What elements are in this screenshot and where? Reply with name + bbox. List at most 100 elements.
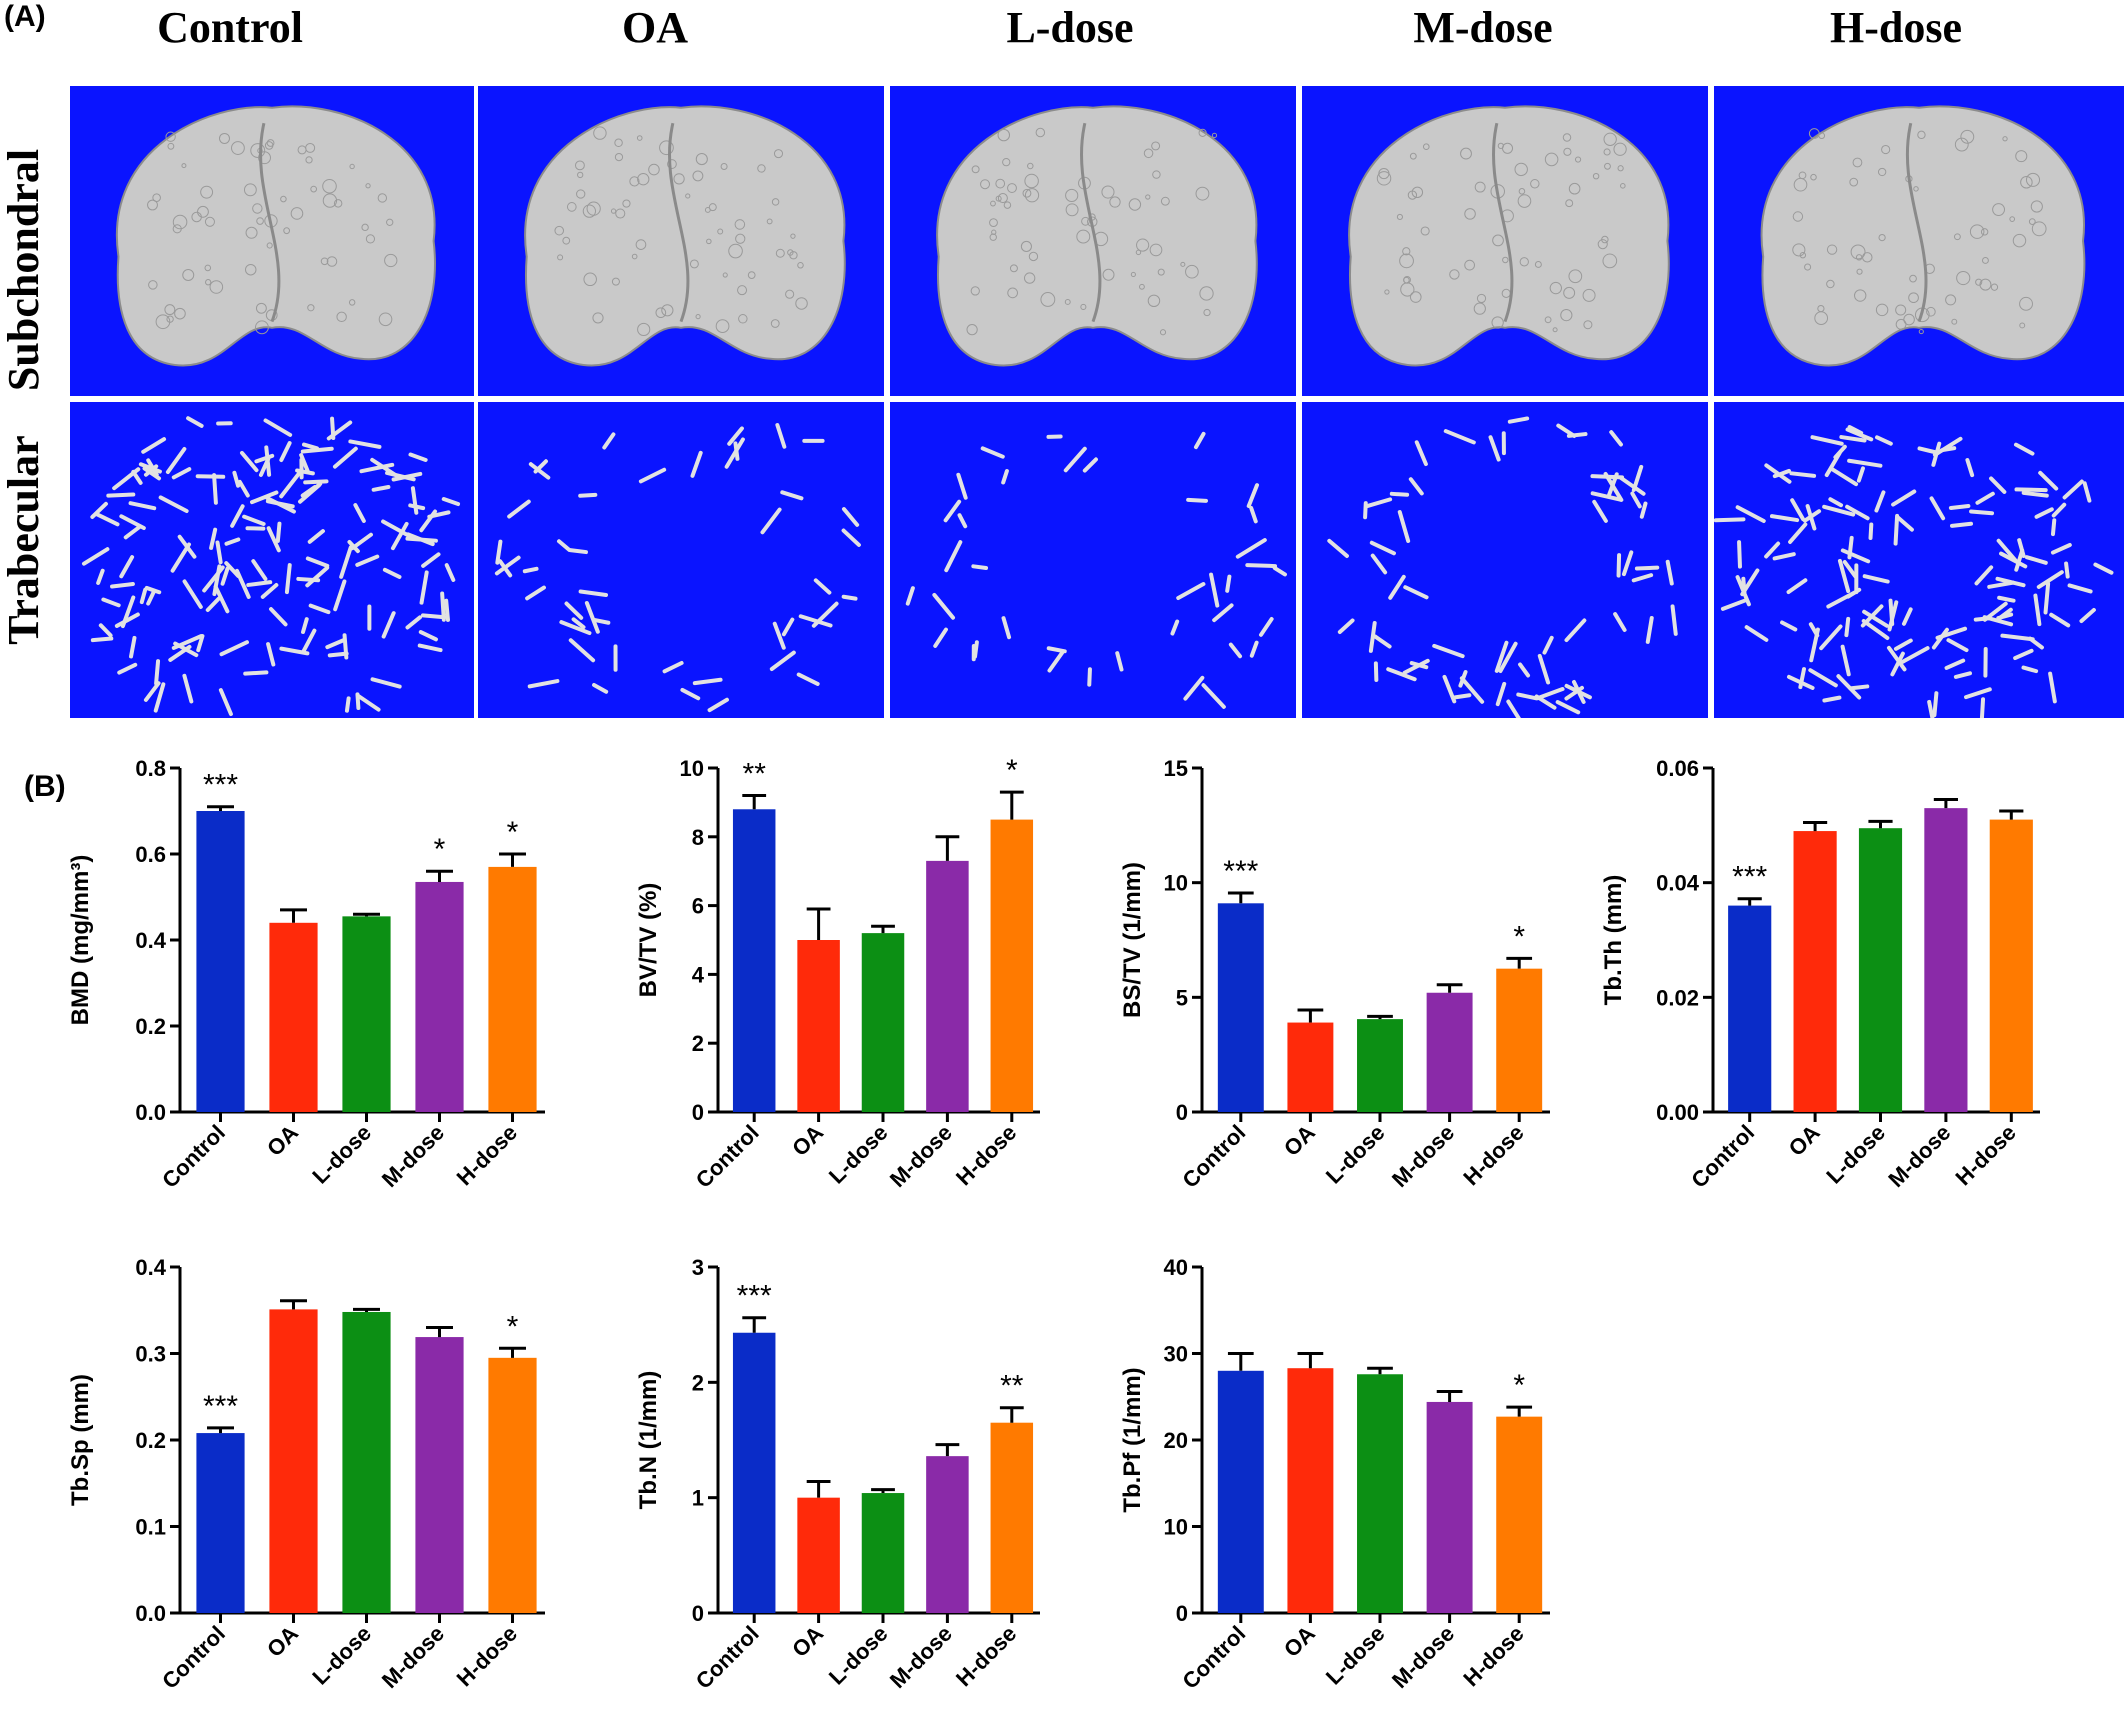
error-bar xyxy=(207,1426,234,1434)
bar-m-dose xyxy=(415,881,464,1112)
category-label: M-dose xyxy=(1883,1120,1955,1192)
significance-label: ** xyxy=(743,758,767,791)
category-label: H-dose xyxy=(452,1621,522,1691)
y-axis-label: Tb.Sp (mm) xyxy=(67,1374,94,1506)
y-tick-label: 5 xyxy=(1176,985,1188,1010)
error-bar xyxy=(280,908,307,923)
y-tick-label: 0.02 xyxy=(1656,985,1699,1010)
error-bar xyxy=(1436,1390,1463,1402)
category-label: Control xyxy=(157,1120,230,1193)
bar-l-dose xyxy=(861,1493,905,1613)
y-tick-label: 0.4 xyxy=(135,928,166,953)
error-bar xyxy=(426,1326,453,1338)
category-label: OA xyxy=(262,1120,303,1161)
category-label: H-dose xyxy=(452,1120,522,1190)
category-label: M-dose xyxy=(377,1621,449,1693)
y-tick-label: 2 xyxy=(692,1370,704,1395)
significance-label: *** xyxy=(1223,855,1258,888)
y-tick-label: 0.4 xyxy=(135,1255,166,1280)
y-tick-label: 0.6 xyxy=(135,842,166,867)
error-bar xyxy=(1506,956,1533,969)
bar-l-dose xyxy=(861,933,905,1112)
error-bar xyxy=(1868,819,1893,829)
error-bar xyxy=(353,912,380,917)
error-bar xyxy=(806,1480,831,1498)
category-label: H-dose xyxy=(1458,1621,1528,1691)
category-label: M-dose xyxy=(885,1120,957,1192)
y-tick-label: 0.04 xyxy=(1656,871,1700,896)
category-label: H-dose xyxy=(1950,1120,2020,1190)
bar-l-dose xyxy=(342,916,391,1112)
category-label: H-dose xyxy=(951,1120,1021,1190)
bar-m-dose xyxy=(1426,992,1473,1112)
y-tick-label: 1 xyxy=(692,1486,704,1511)
error-bar xyxy=(999,790,1024,820)
category-label: L-dose xyxy=(307,1120,376,1189)
bar-oa xyxy=(797,940,840,1112)
error-bar xyxy=(1297,1352,1324,1369)
y-tick-label: 0 xyxy=(1176,1100,1188,1125)
significance-label: *** xyxy=(1732,861,1767,894)
bar-h-dose xyxy=(1496,1416,1543,1613)
y-tick-label: 0 xyxy=(692,1601,704,1626)
error-bar xyxy=(499,852,526,867)
y-axis-label: BMD (mg/mm³) xyxy=(67,855,94,1026)
category-label: Control xyxy=(1177,1621,1250,1694)
y-axis-label: BV/TV (%) xyxy=(635,883,662,998)
error-bar xyxy=(426,869,453,882)
bar-l-dose xyxy=(1357,1019,1403,1112)
y-axis-label: BS/TV (1/mm) xyxy=(1119,862,1146,1018)
error-bar xyxy=(742,1316,767,1333)
error-bar xyxy=(806,907,831,940)
error-bar xyxy=(1999,809,2024,820)
bar-oa xyxy=(1287,1022,1334,1112)
category-label: OA xyxy=(1784,1120,1825,1161)
bar-m-dose xyxy=(926,860,969,1112)
category-label: L-dose xyxy=(1821,1120,1890,1189)
trabecular-image-h-dose xyxy=(1714,402,2124,718)
bar-l-dose xyxy=(1357,1374,1403,1613)
error-bar xyxy=(1436,983,1463,993)
error-bar xyxy=(742,794,767,810)
trabecular-image-m-dose xyxy=(1302,402,1708,718)
significance-label: *** xyxy=(203,1390,238,1423)
column-title-h-dose: H-dose xyxy=(1830,3,1962,52)
category-label: M-dose xyxy=(1387,1120,1459,1192)
error-bar xyxy=(999,1406,1024,1423)
panel-a-label: (A) xyxy=(4,0,46,33)
chart-tb-th: 0.00 0.02 0.04 0.06 Tb.Th (mm) *** Control OAL-… xyxy=(1600,756,2040,1193)
y-tick-label: 0 xyxy=(692,1100,704,1125)
category-label: OA xyxy=(787,1621,828,1662)
chart-tb-pf: 0 10 20 30 40 Tb.Pf (1/mm) Control OA L-doseM-do… xyxy=(1119,1255,1550,1694)
category-label: H-dose xyxy=(951,1621,1021,1691)
error-bar xyxy=(353,1307,380,1312)
y-tick-label: 30 xyxy=(1164,1342,1188,1367)
bar-oa xyxy=(797,1497,840,1613)
y-tick-label: 6 xyxy=(692,894,704,919)
significance-label: * xyxy=(434,833,446,866)
category-label: L-dose xyxy=(307,1621,376,1690)
y-tick-label: 10 xyxy=(680,756,704,781)
bar-h-dose xyxy=(990,819,1034,1112)
category-label: Control xyxy=(691,1621,764,1694)
bar-oa xyxy=(269,922,318,1112)
bar-m-dose xyxy=(926,1456,969,1613)
column-title-m-dose: M-dose xyxy=(1413,3,1553,52)
category-label: M-dose xyxy=(377,1120,449,1192)
category-label: M-dose xyxy=(1387,1621,1459,1693)
error-bar xyxy=(935,835,960,861)
error-bar xyxy=(280,1299,307,1310)
category-label: OA xyxy=(1279,1120,1320,1161)
error-bar xyxy=(1367,1014,1393,1020)
error-bar xyxy=(871,1488,895,1494)
error-bar xyxy=(871,924,895,934)
category-label: Control xyxy=(1686,1120,1759,1193)
category-label: OA xyxy=(262,1621,303,1662)
error-bar xyxy=(935,1443,960,1457)
column-title-control: Control xyxy=(157,3,303,52)
bar-h-dose xyxy=(488,866,537,1112)
chart-tb-sp: 0.0 0.1 0.2 0.3 0.4 Tb.Sp (mm) *** Control OA L-d… xyxy=(67,1255,545,1694)
subchondral-image-h-dose xyxy=(1714,86,2124,396)
y-tick-label: 40 xyxy=(1164,1255,1188,1280)
